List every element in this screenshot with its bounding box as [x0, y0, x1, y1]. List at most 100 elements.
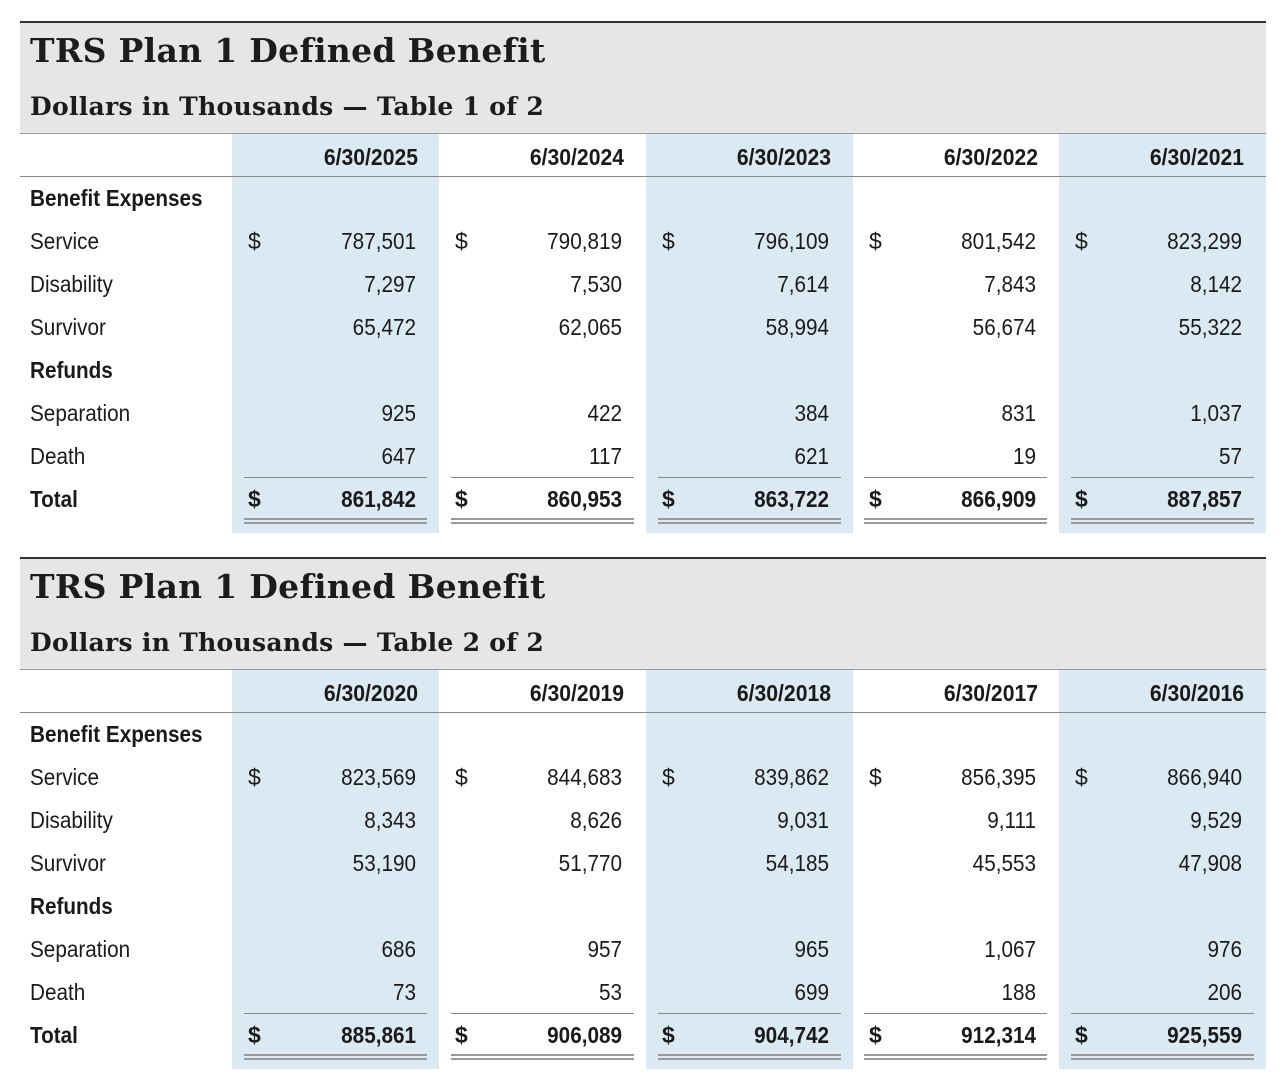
- cell-value: 904,742: [754, 1022, 829, 1048]
- cell-value: 686: [381, 936, 416, 962]
- currency-symbol: $: [869, 764, 882, 790]
- cell-value: 856,395: [961, 764, 1036, 790]
- row-label: Refunds: [30, 893, 113, 919]
- row-label: Separation: [30, 936, 131, 962]
- column-shade: [1059, 670, 1266, 1069]
- cell-value: 906,089: [547, 1022, 622, 1048]
- total-double-rule: [244, 518, 427, 524]
- table-title: TRS Plan 1 Defined Benefit: [30, 31, 546, 70]
- currency-symbol: $: [455, 228, 468, 254]
- currency-symbol: $: [662, 764, 675, 790]
- cell-value: 823,299: [1167, 228, 1242, 254]
- currency-symbol: $: [455, 486, 468, 512]
- cell-value: 839,862: [754, 764, 829, 790]
- row-label: Total: [30, 1022, 78, 1048]
- table-header: TRS Plan 1 Defined Benefit Dollars in Tho…: [20, 21, 1266, 133]
- currency-symbol: $: [1075, 486, 1088, 512]
- row-label: Separation: [30, 400, 131, 426]
- row-label: Disability: [30, 271, 113, 297]
- currency-symbol: $: [455, 1022, 468, 1048]
- cell-value: 8,343: [364, 807, 416, 833]
- total-double-rule: [658, 518, 841, 524]
- row-label: Death: [30, 979, 86, 1005]
- table-row: Disability 7,297 7,530 7,614 7,843 8,142: [20, 263, 1266, 306]
- table-row: Service $787,501 $790,819 $796,109 $801,542 $…: [20, 220, 1266, 263]
- column-shade: [232, 670, 439, 1069]
- cell-value: 925,559: [1167, 1022, 1242, 1048]
- currency-symbol: $: [869, 1022, 882, 1048]
- cell-value: 801,542: [961, 228, 1036, 254]
- total-double-rule: [451, 518, 634, 524]
- currency-symbol: $: [869, 228, 882, 254]
- total-double-rule: [864, 1054, 1047, 1060]
- subtotal-rule: [1071, 1013, 1254, 1014]
- currency-symbol: $: [1075, 764, 1088, 790]
- cell-value: 58,994: [765, 314, 829, 340]
- table-body: 6/30/2020 6/30/2019 6/30/2018 6/30/2017 6/30…: [20, 669, 1266, 1070]
- subtotal-rule: [244, 477, 427, 478]
- cell-value: 53: [598, 979, 622, 1005]
- row-label: Total: [30, 486, 78, 512]
- row-label: Service: [30, 764, 100, 790]
- table-row: Service $823,569 $844,683 $839,862 $856,395 $…: [20, 756, 1266, 799]
- table-row: Total $885,861 $906,089 $904,742 $912,314 $92…: [20, 1014, 1266, 1057]
- table-header: TRS Plan 1 Defined Benefit Dollars in Tho…: [20, 557, 1266, 669]
- cell-value: 384: [794, 400, 829, 426]
- cell-value: 7,614: [777, 271, 829, 297]
- total-double-rule: [1071, 1054, 1254, 1060]
- cell-value: 65,472: [352, 314, 416, 340]
- cell-value: 9,529: [1190, 807, 1242, 833]
- cell-value: 45,553: [972, 850, 1036, 876]
- cell-value: 8,626: [570, 807, 622, 833]
- cell-value: 9,111: [987, 807, 1036, 833]
- cell-value: 51,770: [558, 850, 622, 876]
- row-label: Benefit Expenses: [30, 185, 203, 211]
- cell-value: 831: [1001, 400, 1036, 426]
- currency-symbol: $: [1075, 228, 1088, 254]
- cell-value: 117: [588, 443, 622, 469]
- column-date-header: 6/30/2025: [323, 144, 418, 170]
- total-double-rule: [864, 518, 1047, 524]
- cell-value: 621: [794, 443, 829, 469]
- column-date-header: 6/30/2020: [323, 680, 418, 706]
- table-title: TRS Plan 1 Defined Benefit: [30, 567, 546, 606]
- currency-symbol: $: [662, 1022, 675, 1048]
- cell-value: 55,322: [1178, 314, 1242, 340]
- column-date-header: 6/30/2018: [736, 680, 831, 706]
- column-shade: [232, 134, 439, 533]
- table-body: 6/30/2025 6/30/2024 6/30/2023 6/30/2022 6/30…: [20, 133, 1266, 534]
- cell-value: 47,908: [1178, 850, 1242, 876]
- header-rule: [20, 176, 1266, 177]
- column-date-header: 6/30/2023: [736, 144, 831, 170]
- cell-value: 7,297: [364, 271, 416, 297]
- header-rule: [20, 712, 1266, 713]
- cell-value: 861,842: [341, 486, 416, 512]
- table-subtitle: Dollars in Thousands — Table 2 of 2: [30, 628, 545, 657]
- row-label: Death: [30, 443, 86, 469]
- cell-value: 957: [587, 936, 622, 962]
- table-row: Death 73 53 699 188 206: [20, 971, 1266, 1014]
- row-label: Survivor: [30, 850, 106, 876]
- subtotal-rule: [451, 477, 634, 478]
- currency-symbol: $: [248, 1022, 261, 1048]
- cell-value: 7,530: [570, 271, 622, 297]
- cell-value: 54,185: [765, 850, 829, 876]
- cell-value: 860,953: [547, 486, 622, 512]
- total-double-rule: [658, 1054, 841, 1060]
- row-label: Survivor: [30, 314, 106, 340]
- cell-value: 790,819: [547, 228, 622, 254]
- cell-value: 188: [1001, 979, 1036, 1005]
- table-1: TRS Plan 1 Defined Benefit Dollars in Tho…: [20, 21, 1266, 534]
- cell-value: 796,109: [754, 228, 829, 254]
- column-date-header: 6/30/2024: [529, 144, 624, 170]
- cell-value: 1,037: [1190, 400, 1242, 426]
- currency-symbol: $: [248, 228, 261, 254]
- cell-value: 62,065: [558, 314, 622, 340]
- currency-symbol: $: [248, 764, 261, 790]
- table-row: Benefit Expenses: [20, 177, 1266, 220]
- cell-value: 925: [381, 400, 416, 426]
- currency-symbol: $: [869, 486, 882, 512]
- subtotal-rule: [864, 1013, 1047, 1014]
- row-label: Service: [30, 228, 100, 254]
- table-row: Death 647 117 621 19 57: [20, 435, 1266, 478]
